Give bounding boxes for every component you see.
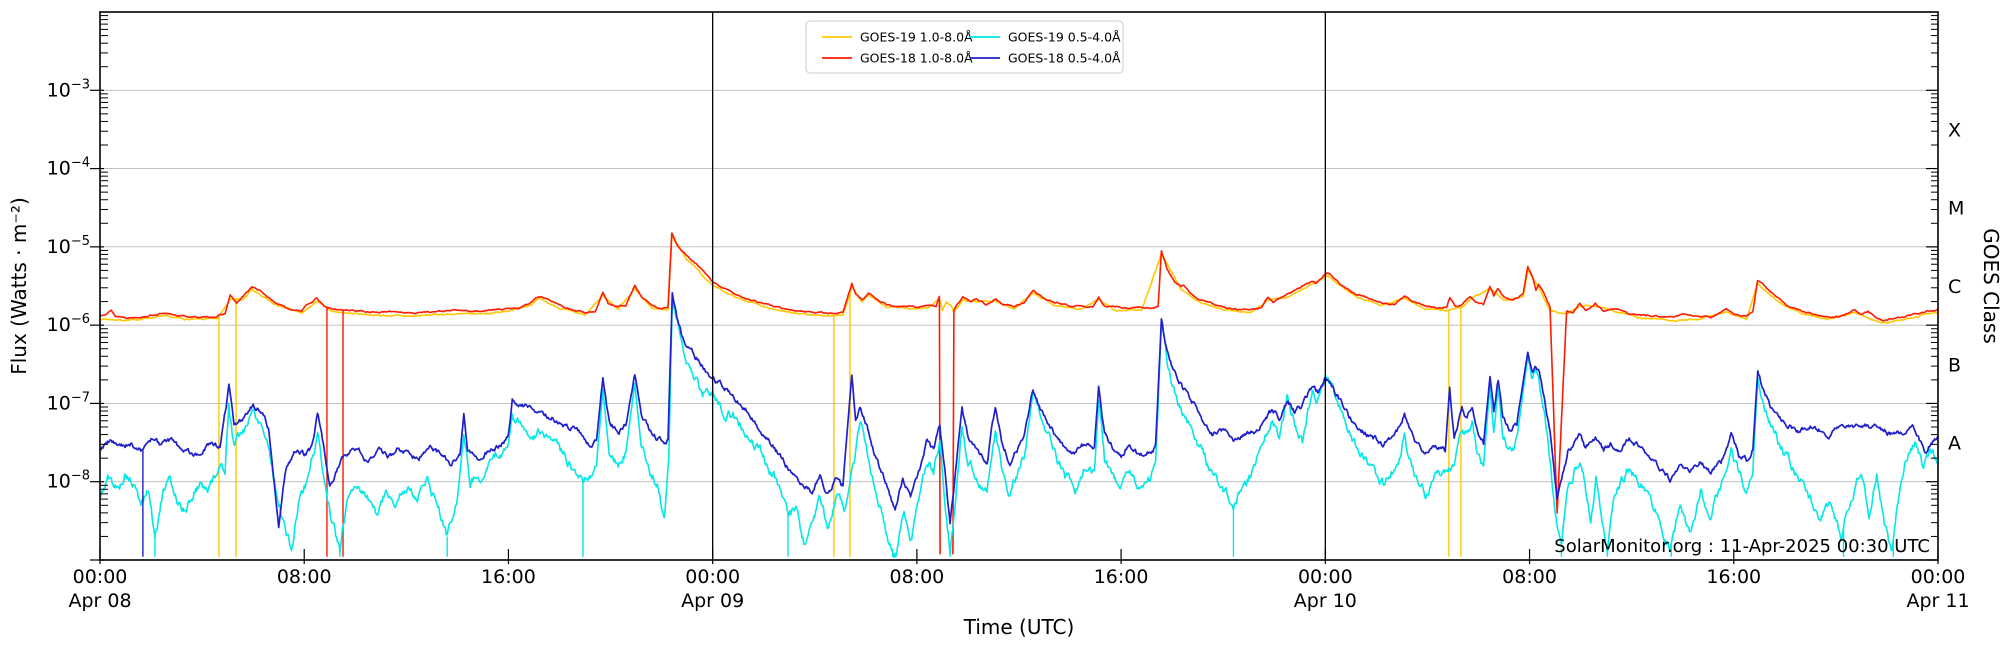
legend-label: GOES-18 1.0-8.0Å xyxy=(860,51,973,66)
day-boundary-lines xyxy=(712,12,1326,560)
x-tick-label: 00:00 xyxy=(1911,566,1966,588)
legend-label: GOES-19 0.5-4.0Å xyxy=(1008,30,1121,45)
legend-box xyxy=(805,20,1124,74)
x-tick-label: 08:00 xyxy=(277,566,332,588)
x-tick-label: 08:00 xyxy=(1502,566,1557,588)
x-tick-label: 16:00 xyxy=(1706,566,1761,588)
y-tick-label: 10−7 xyxy=(47,390,90,414)
x-tick-date-label: Apr 09 xyxy=(681,590,744,612)
right-axis-title: GOES Class xyxy=(1979,228,2000,344)
y-tick-label: 10−8 xyxy=(47,469,90,493)
x-tick-label: 08:00 xyxy=(890,566,945,588)
y-tick-labels: 10−3 10−4 10−5 10−6 10−7 10−8 xyxy=(47,77,90,492)
x-tick-label: 00:00 xyxy=(685,566,740,588)
series-line-goes19_long xyxy=(100,235,1938,324)
x-axis-title: Time (UTC) xyxy=(963,615,1075,639)
y-tick-label: 10−6 xyxy=(47,312,90,336)
legend-label: GOES-18 0.5-4.0Å xyxy=(1008,51,1121,66)
goes-class-labels: X M C B A xyxy=(1948,119,1964,454)
data-series xyxy=(100,232,1938,558)
goes-class-letter: A xyxy=(1948,433,1961,455)
y-tick-label: 10−4 xyxy=(47,156,90,180)
x-tick-label: 16:00 xyxy=(481,566,536,588)
y-axis-title: Flux (Watts · m⁻²) xyxy=(7,197,31,375)
watermark-text: SolarMonitor.org : 11-Apr-2025 00:30 UTC xyxy=(1554,536,1930,557)
goes-class-letter: X xyxy=(1948,119,1961,141)
gridlines xyxy=(100,89,1938,483)
series-line-goes19_short xyxy=(100,297,1938,558)
x-tick-date-label: Apr 08 xyxy=(68,590,131,612)
series-line-goes18_long xyxy=(100,232,1938,555)
series-line-goes18_short xyxy=(100,291,1938,529)
x-tick-label: 00:00 xyxy=(1298,566,1353,588)
y-tick-label: 10−5 xyxy=(47,234,90,258)
legend-label: GOES-19 1.0-8.0Å xyxy=(860,30,973,45)
legend: GOES-19 1.0-8.0Å GOES-18 1.0-8.0Å GOES-19 … xyxy=(805,20,1124,74)
x-tick-date-label: Apr 10 xyxy=(1294,590,1357,612)
plot-frame xyxy=(99,11,1939,561)
goes-class-letter: C xyxy=(1948,276,1961,298)
x-tick-date-label: Apr 11 xyxy=(1906,590,1969,612)
x-tick-label: 16:00 xyxy=(1094,566,1149,588)
axis-ticks xyxy=(90,15,1939,564)
goes-class-letter: M xyxy=(1948,198,1964,220)
goes-class-letter: B xyxy=(1948,354,1961,376)
x-tick-label: 00:00 xyxy=(73,566,128,588)
y-tick-label: 10−3 xyxy=(47,77,90,101)
